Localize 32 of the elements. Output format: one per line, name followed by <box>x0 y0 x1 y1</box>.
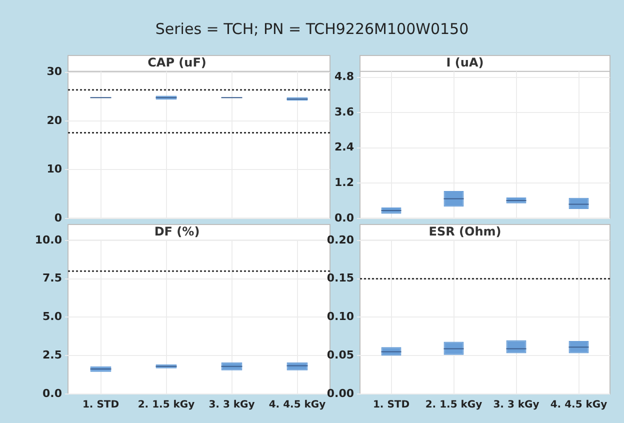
y-tick-label: 3.6 <box>334 105 354 118</box>
y-tick-label: 5.0 <box>42 310 62 324</box>
x-tick-label: 4. 4.5 kGy <box>550 400 608 411</box>
text: Series = TCH; PN = TCH9226M100W0150 <box>154 20 470 38</box>
y-tick-label: 20 <box>46 114 62 127</box>
chart-title: CAP (uF) <box>148 55 206 70</box>
chart-title: I (uA) <box>446 55 484 70</box>
x-tick-label: 1. STD <box>372 400 410 411</box>
x-tick-label: 4. 4.5 kGy <box>268 400 326 411</box>
chart-title: DF (%) <box>154 224 200 238</box>
y-tick-label: 0.00 <box>326 386 354 400</box>
y-tick-label: 0.05 <box>326 348 354 362</box>
y-tick-label: 0.10 <box>326 310 354 324</box>
y-tick-label: 1.2 <box>334 176 354 189</box>
y-tick-label: 0.0 <box>42 386 62 400</box>
y-tick-label: 4.8 <box>334 70 354 84</box>
x-tick-label: 3. 3 kGy <box>208 400 256 411</box>
chart-title: ESR (Ohm) <box>428 224 502 238</box>
x-tick-label: 2. 1.5 kGy <box>138 400 196 411</box>
x-tick-label: 2. 1.5 kGy <box>425 400 483 411</box>
y-tick-label: 0.15 <box>326 272 354 285</box>
y-tick-label: 10 <box>46 162 62 176</box>
x-tick-label: 1. STD <box>82 400 120 411</box>
x-tick-label: 3. 3 kGy <box>493 400 540 411</box>
y-tick-label: 2.4 <box>334 140 354 154</box>
y-tick-label: 30 <box>46 65 62 78</box>
y-tick-label: 0.20 <box>326 233 354 246</box>
y-tick-label: 0 <box>54 211 62 224</box>
y-tick-label: 2.5 <box>42 348 62 362</box>
y-tick-label: 7.5 <box>42 272 62 285</box>
y-tick-label: 10.0 <box>34 233 62 246</box>
y-tick-label: 0.0 <box>334 211 354 224</box>
